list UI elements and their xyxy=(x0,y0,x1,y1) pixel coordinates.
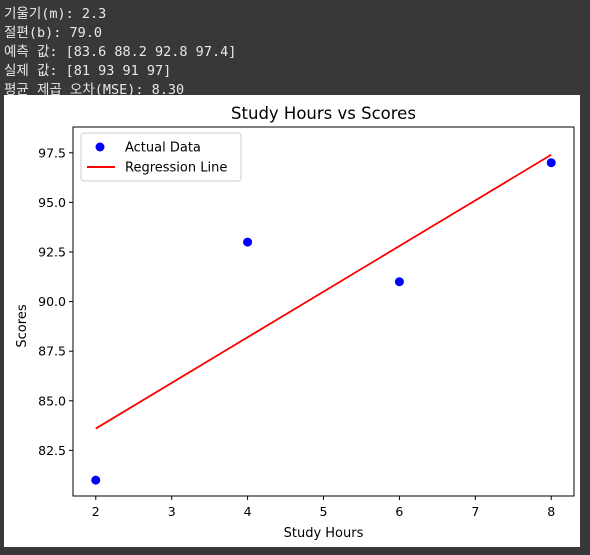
y-tick-label: 87.5 xyxy=(38,344,66,359)
legend-actual-marker xyxy=(95,142,105,152)
y-axis-ticks: 82.5 85.0 87.5 90.0 92.5 95.0 97.5 xyxy=(38,145,73,458)
actual-data-point xyxy=(394,277,404,287)
console-line-predicted: 예측 값: [83.6 88.2 92.8 97.4] xyxy=(4,44,237,60)
x-tick-label: 7 xyxy=(471,504,479,519)
console-output: 기울기(m): 2.3 절편(b): 79.0 예측 값: [83.6 88.2… xyxy=(0,0,590,98)
series-layer xyxy=(91,154,556,485)
chart-title: Study Hours vs Scores xyxy=(231,104,416,123)
y-tick-label: 82.5 xyxy=(38,443,66,458)
x-axis-ticks: 2 3 4 5 6 7 8 xyxy=(92,496,555,519)
axes-frame xyxy=(72,126,575,497)
plot-area-border xyxy=(72,126,575,497)
legend-box xyxy=(80,132,242,182)
x-tick-label: 3 xyxy=(168,504,176,519)
legend-regression-label: Regression Line xyxy=(125,161,227,176)
x-tick-label: 8 xyxy=(547,504,555,519)
y-tick-label: 90.0 xyxy=(38,294,66,309)
console-line-slope: 기울기(m): 2.3 xyxy=(4,6,107,22)
actual-data-point xyxy=(546,158,556,168)
x-axis-label: Study Hours xyxy=(284,526,364,541)
y-tick-label: 97.5 xyxy=(38,145,66,160)
actual-data-point xyxy=(91,475,101,485)
scatter-chart: Study Hours vs Scores 2 3 4 5 6 7 8 82.5 85.0 87… xyxy=(15,104,575,541)
x-tick-label: 4 xyxy=(244,504,252,519)
console-line-actual: 실제 값: [81 93 91 97] xyxy=(4,63,172,79)
plot-figure: Study Hours vs Scores 2 3 4 5 6 7 8 82.5 85.0 87… xyxy=(4,95,580,547)
console-line-mse: 평균 제곱 오차(MSE): 8.30 xyxy=(4,82,185,98)
legend: Actual Data Regression Line xyxy=(80,132,242,182)
y-tick-label: 92.5 xyxy=(38,244,66,259)
x-tick-label: 6 xyxy=(395,504,403,519)
x-tick-label: 2 xyxy=(92,504,100,519)
regression-line xyxy=(95,154,552,430)
console-line-intercept: 절편(b): 79.0 xyxy=(4,25,102,41)
actual-data-point xyxy=(243,237,253,247)
x-tick-label: 5 xyxy=(320,504,328,519)
y-axis-label: Scores xyxy=(15,304,30,347)
y-tick-label: 85.0 xyxy=(38,393,66,408)
y-tick-label: 95.0 xyxy=(38,195,66,210)
legend-actual-label: Actual Data xyxy=(125,141,201,156)
